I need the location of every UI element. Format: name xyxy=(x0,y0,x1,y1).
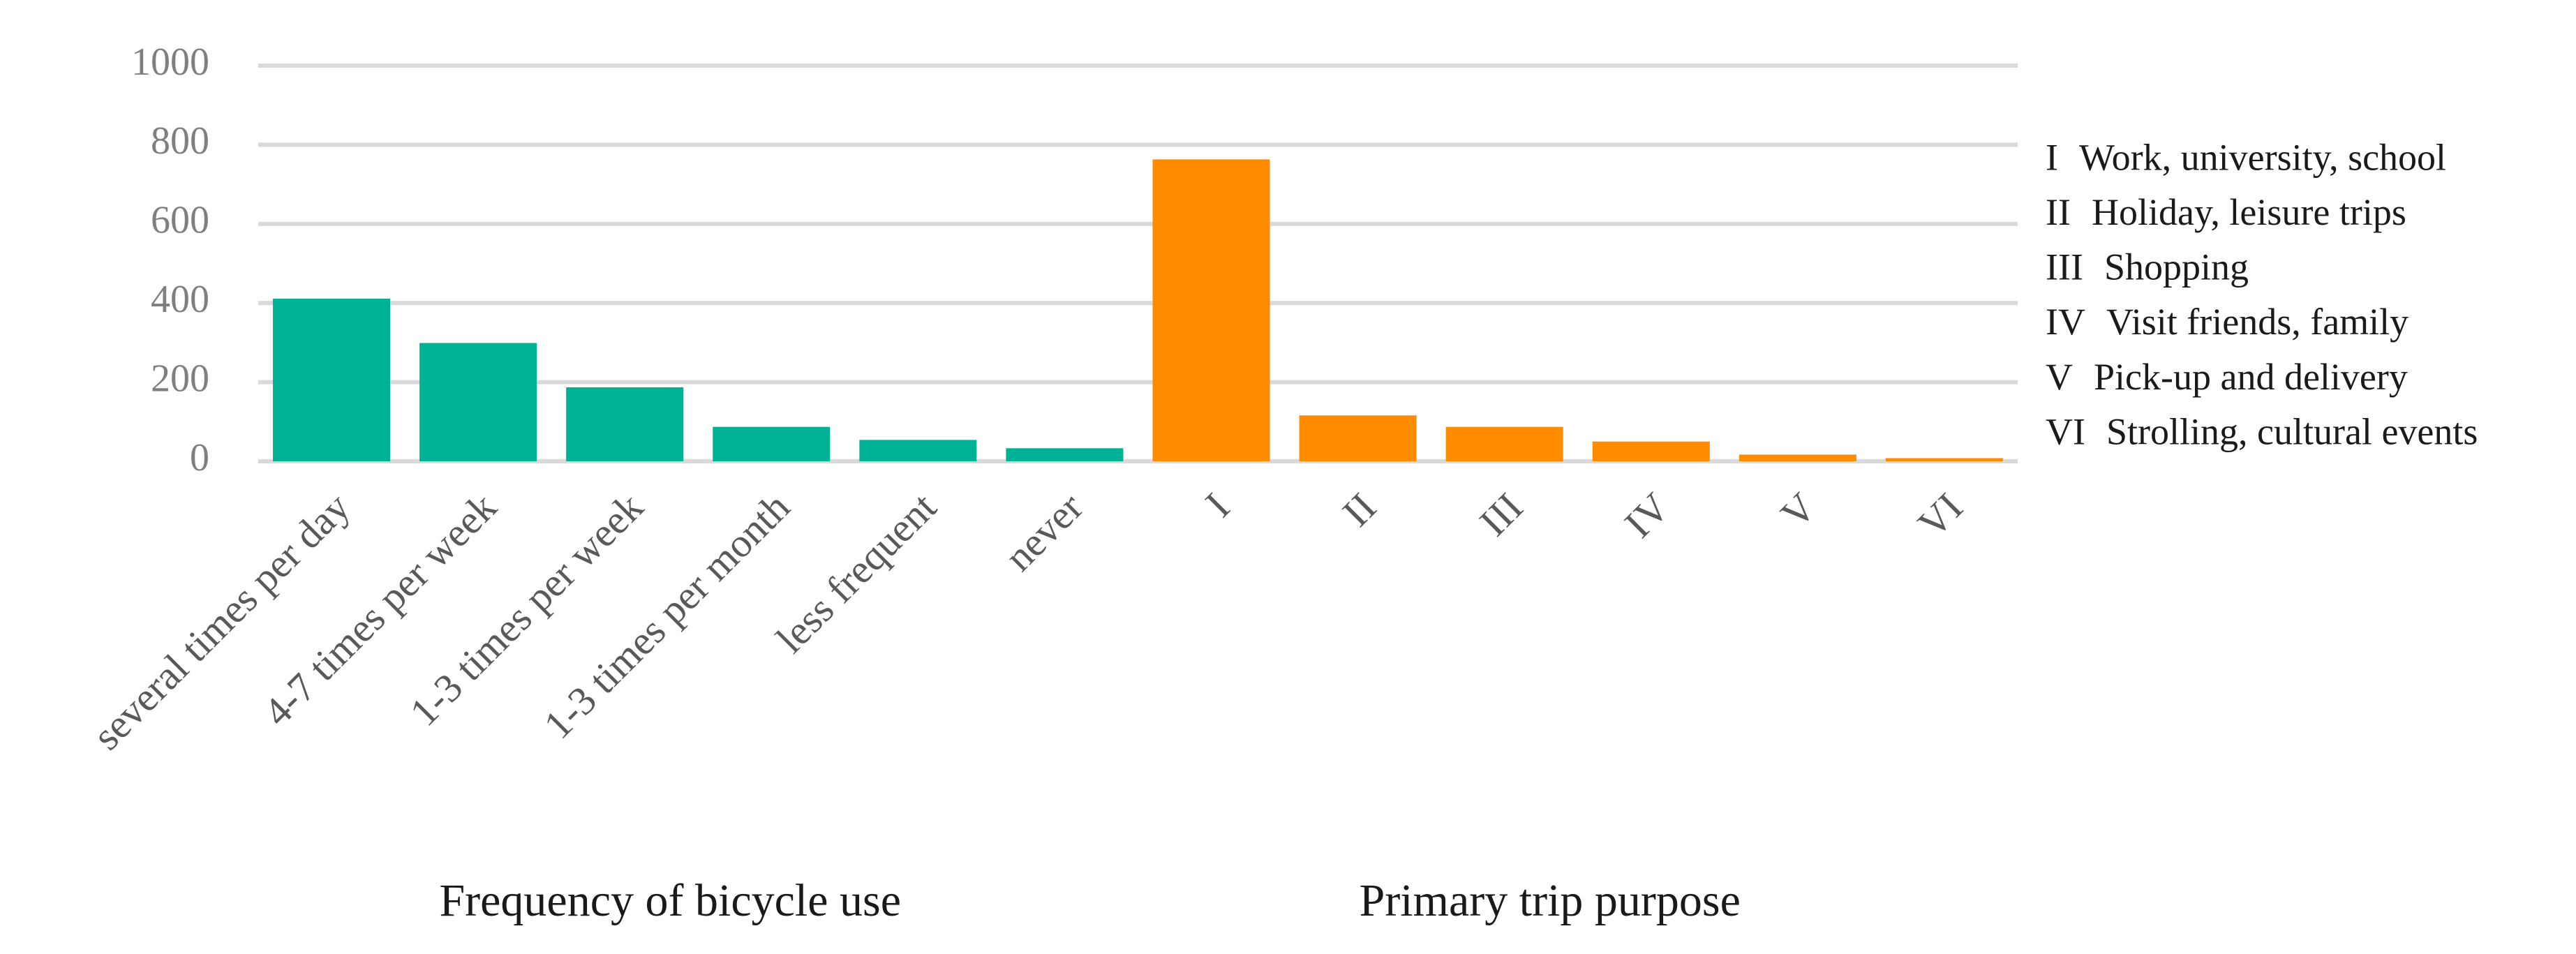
key-code: IV xyxy=(2046,301,2085,343)
key-code: VI xyxy=(2046,410,2085,452)
x-tick-label: several times per day xyxy=(84,484,358,759)
bar xyxy=(859,440,977,461)
y-tick-label: 600 xyxy=(151,199,209,242)
key-code: I xyxy=(2046,136,2058,178)
x-tick-label: never xyxy=(996,484,1092,580)
key-code: III xyxy=(2046,246,2083,288)
key-code: V xyxy=(2046,356,2073,398)
bar xyxy=(1299,415,1417,461)
bar xyxy=(273,298,391,461)
x-tick-label: 1-3 times per month xyxy=(535,484,798,747)
key-text: Pick-up and delivery xyxy=(2094,356,2408,398)
bar xyxy=(1885,458,2003,461)
y-tick-label: 800 xyxy=(151,119,209,163)
group-label: Primary trip purpose xyxy=(1360,875,1741,926)
y-tick-label: 400 xyxy=(151,278,209,321)
key-code: II xyxy=(2046,191,2071,233)
bar xyxy=(566,387,684,461)
bar xyxy=(1445,426,1563,461)
bar xyxy=(1006,448,1124,461)
group-label: Frequency of bicycle use xyxy=(439,875,901,926)
bar xyxy=(1592,441,1710,461)
x-tick-label: II xyxy=(1334,484,1385,535)
x-tick-label: III xyxy=(1471,484,1531,545)
key-text: Shopping xyxy=(2104,246,2249,288)
y-tick-label: 200 xyxy=(151,357,209,400)
x-tick-label: V xyxy=(1772,484,1825,537)
x-tick-label: IV xyxy=(1616,484,1678,546)
x-tick-label: I xyxy=(1197,484,1239,526)
bar xyxy=(1152,159,1270,461)
key-text: Work, university, school xyxy=(2079,136,2446,178)
bar xyxy=(419,343,537,461)
key-text: Visit friends, family xyxy=(2106,301,2409,343)
key-text: Strolling, cultural events xyxy=(2106,410,2478,452)
bar xyxy=(1739,454,1856,461)
x-tick-label: VI xyxy=(1909,484,1971,546)
x-tick-label: less frequent xyxy=(768,484,945,662)
bar xyxy=(713,426,831,461)
y-tick-label: 0 xyxy=(190,436,209,479)
key-text: Holiday, leisure trips xyxy=(2092,191,2406,233)
y-tick-label: 1000 xyxy=(131,40,209,84)
